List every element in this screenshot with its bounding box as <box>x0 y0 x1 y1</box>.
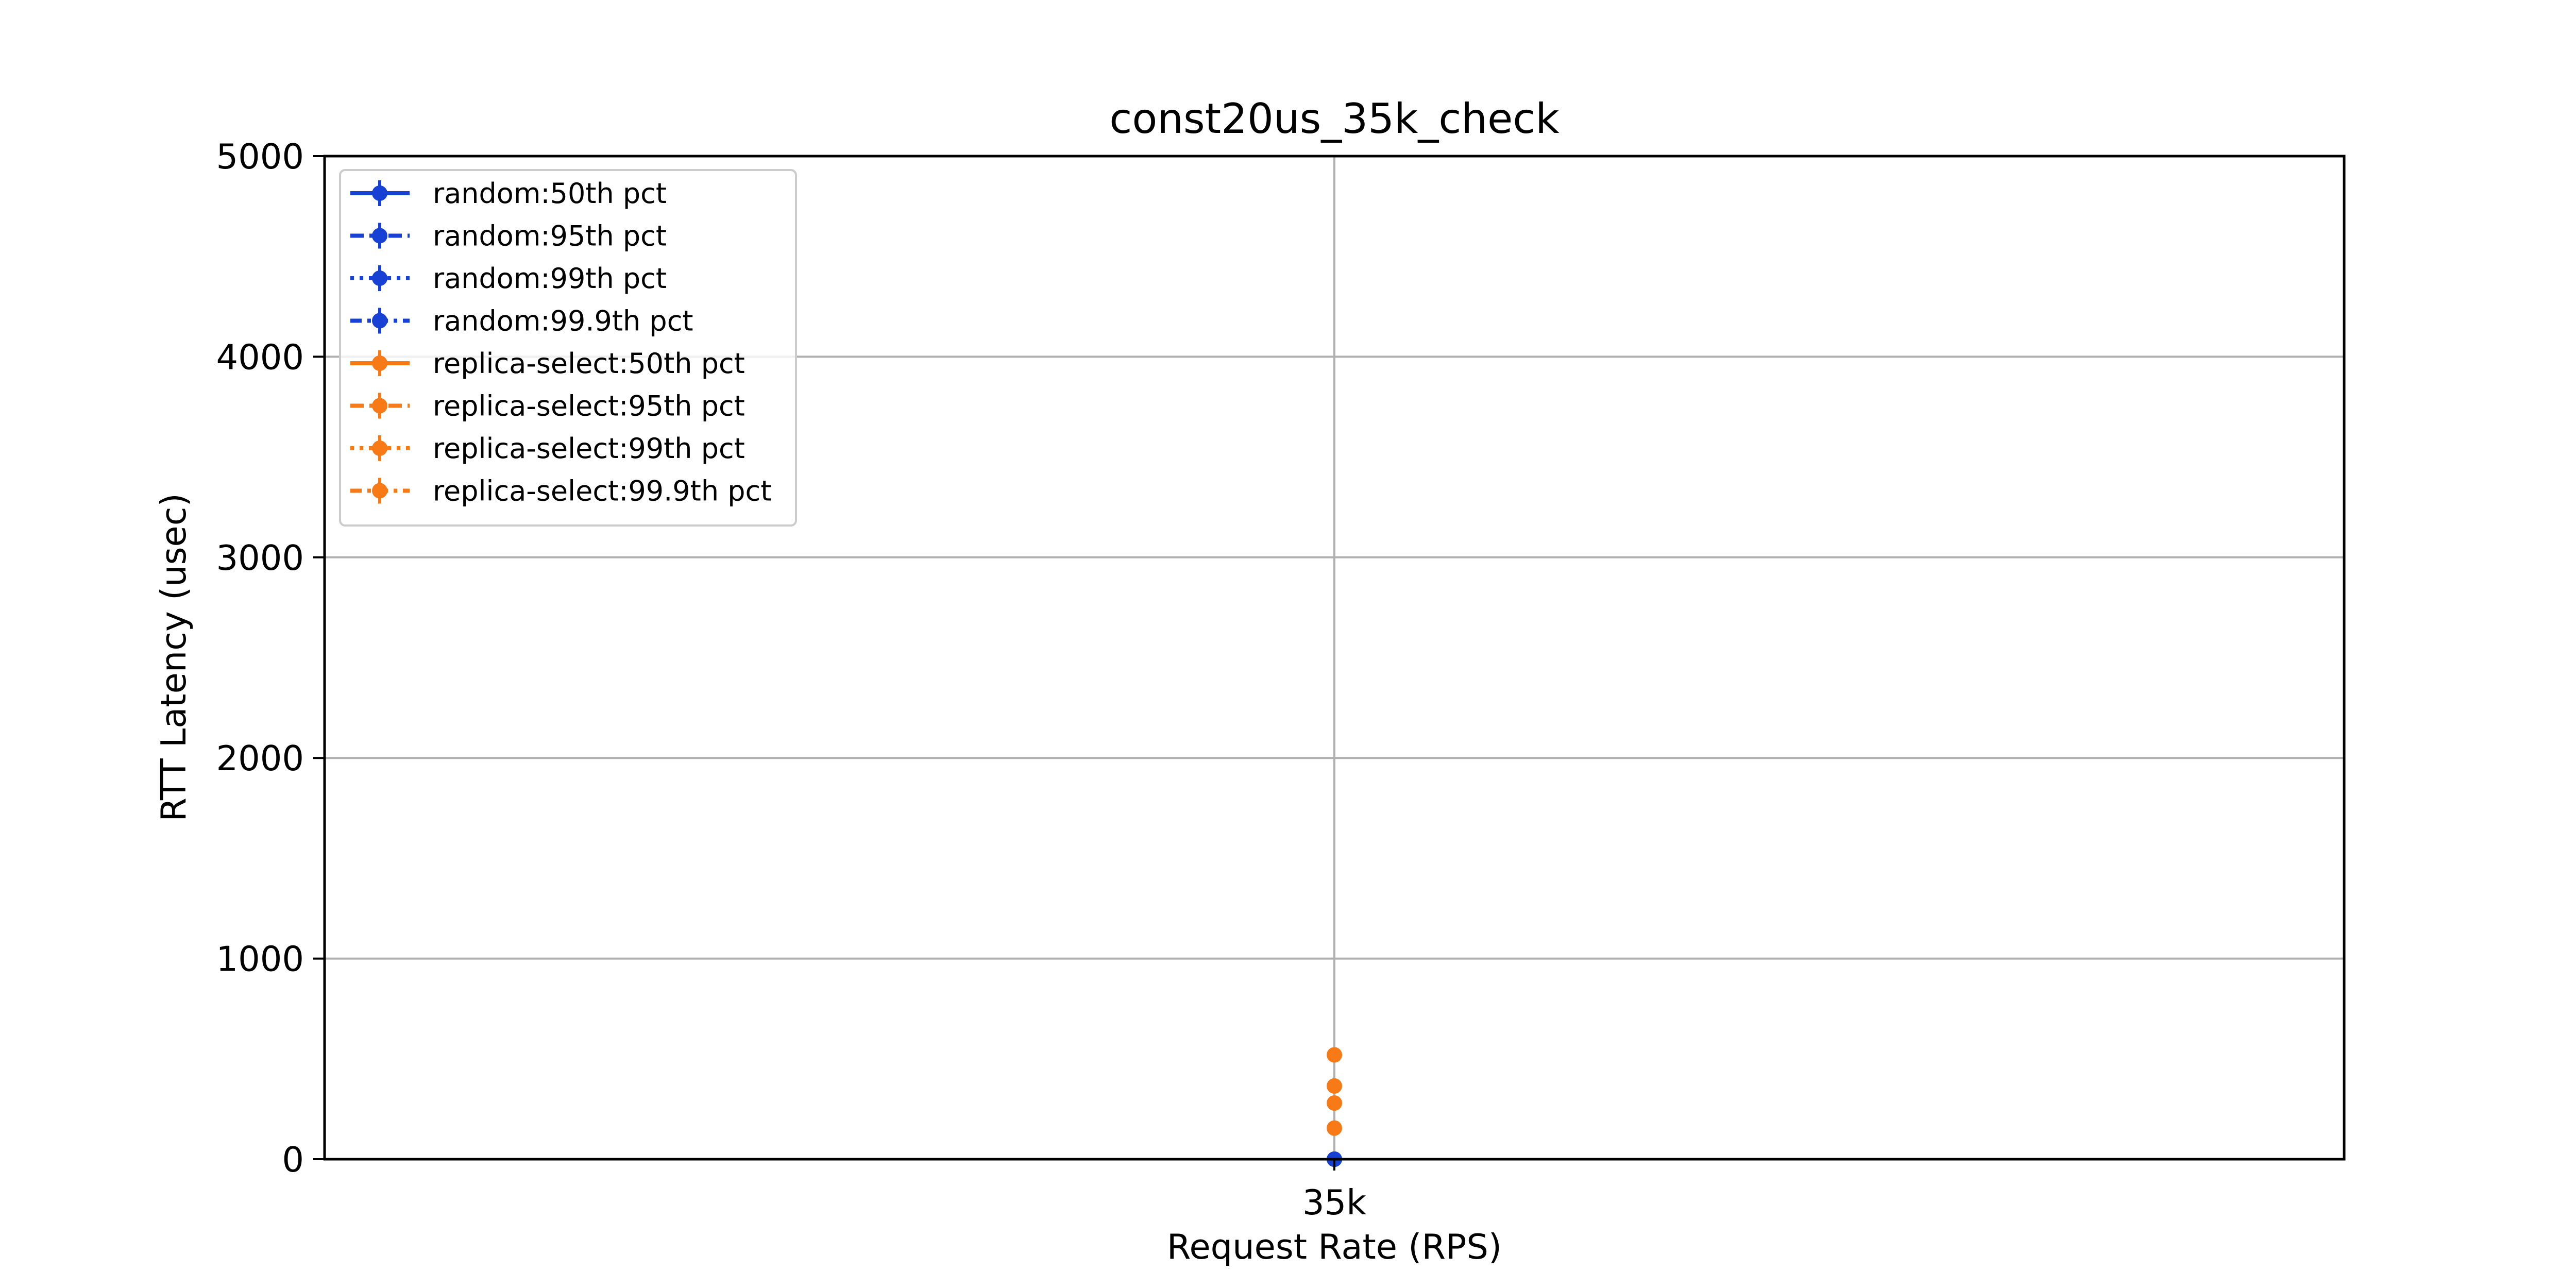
x-tick-label: 35k <box>1302 1182 1366 1223</box>
legend-item: random:95th pct <box>350 220 667 252</box>
legend-marker <box>372 355 387 371</box>
legend-label: random:99th pct <box>433 262 667 295</box>
data-marks <box>1327 1047 1342 1167</box>
legend-marker <box>372 228 387 244</box>
legend-marker <box>372 313 387 329</box>
y-tick-label: 3000 <box>216 538 304 578</box>
legend-label: replica-select:95th pct <box>433 390 745 422</box>
y-tick-label: 2000 <box>216 738 304 778</box>
legend-item: replica-select:99.9th pct <box>350 475 771 507</box>
y-tick-label: 4000 <box>216 337 304 377</box>
legend-item: replica-select:95th pct <box>350 390 745 422</box>
legend-marker <box>372 483 387 499</box>
legend-label: replica-select:50th pct <box>433 347 745 380</box>
legend-label: replica-select:99.9th pct <box>433 475 771 507</box>
legend-label: replica-select:99th pct <box>433 432 745 465</box>
data-point <box>1327 1047 1342 1063</box>
legend-marker <box>372 270 387 286</box>
legend-label: random:99.9th pct <box>433 305 693 337</box>
legend-item: random:50th pct <box>350 177 667 210</box>
legend-marker <box>372 398 387 414</box>
y-tick-label: 1000 <box>216 939 304 979</box>
legend-label: random:50th pct <box>433 177 667 210</box>
legend-marker <box>372 440 387 456</box>
legend-marker <box>372 185 387 201</box>
x-axis-label: Request Rate (RPS) <box>1167 1227 1502 1267</box>
legend-box <box>339 169 797 527</box>
legend-item: replica-select:50th pct <box>350 347 745 380</box>
chart-title: const20us_35k_check <box>1109 95 1560 143</box>
legend-item: replica-select:99th pct <box>350 432 745 465</box>
legend-item: random:99.9th pct <box>350 305 693 337</box>
x-axis-ticks: 35k <box>1302 1159 1366 1223</box>
data-point <box>1327 1120 1342 1136</box>
legend-item: random:99th pct <box>350 262 667 295</box>
y-tick-label: 5000 <box>216 137 304 177</box>
data-point <box>1327 1095 1342 1111</box>
legend: random:50th pct random:95th pct random:99t… <box>339 169 797 527</box>
data-point <box>1327 1078 1342 1094</box>
y-axis-label: RTT Latency (usec) <box>154 493 194 821</box>
legend-label: random:95th pct <box>433 220 667 252</box>
y-axis-ticks: 0 1000 2000 3000 4000 5000 <box>216 137 325 1180</box>
y-tick-label: 0 <box>282 1140 304 1180</box>
